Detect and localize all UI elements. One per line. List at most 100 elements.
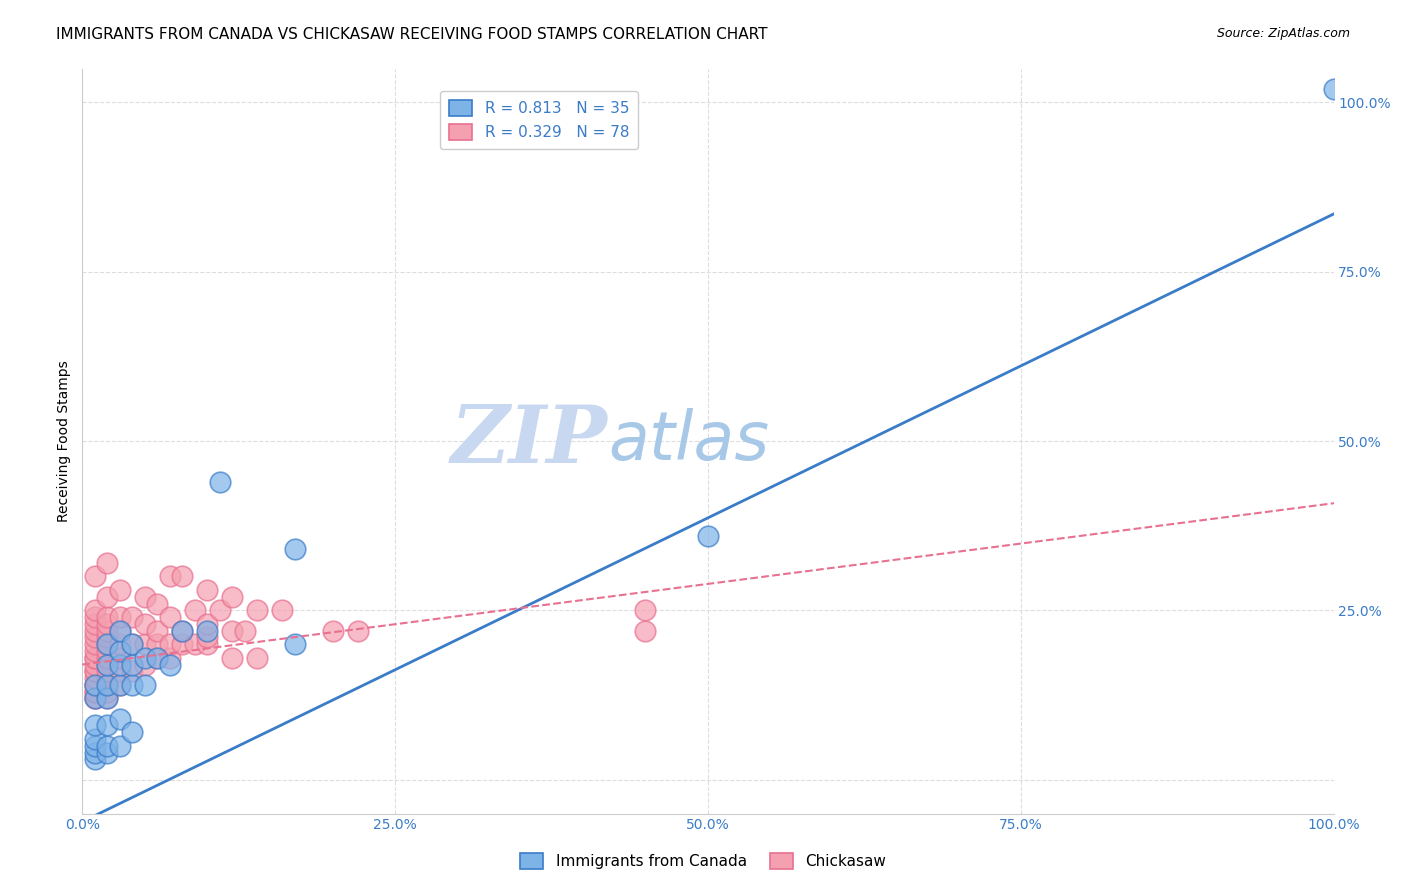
Point (108, 657, 131, 672)
Point (83, 650, 105, 665)
Point (96, 739, 118, 753)
Point (1322, 82, 1344, 96)
Point (208, 603, 231, 617)
Point (159, 569, 181, 583)
Point (83, 678, 105, 692)
Point (159, 637, 181, 651)
Point (108, 637, 131, 651)
Point (146, 597, 169, 611)
Point (134, 678, 156, 692)
Point (83, 684, 105, 698)
Point (96, 556, 118, 570)
Point (146, 650, 169, 665)
Point (108, 624, 131, 638)
Point (96, 671, 118, 685)
Point (108, 665, 131, 679)
Point (83, 752, 105, 766)
Point (96, 746, 118, 760)
Point (83, 637, 105, 651)
Point (96, 637, 118, 651)
Point (121, 610, 143, 624)
Point (83, 678, 105, 692)
Point (96, 691, 118, 706)
Point (96, 644, 118, 658)
Point (83, 665, 105, 679)
Point (83, 671, 105, 685)
Point (197, 582, 219, 597)
Point (134, 657, 156, 672)
Point (108, 678, 131, 692)
Point (83, 665, 105, 679)
Point (146, 624, 169, 638)
Point (96, 650, 118, 665)
Point (146, 637, 169, 651)
Point (159, 610, 181, 624)
Point (172, 624, 194, 638)
Point (221, 624, 243, 638)
Text: ZIP: ZIP (451, 402, 607, 480)
Point (96, 631, 118, 645)
Y-axis label: Receiving Food Stamps: Receiving Food Stamps (58, 360, 72, 522)
Point (83, 610, 105, 624)
Point (184, 603, 207, 617)
Text: atlas: atlas (607, 408, 769, 474)
Point (83, 657, 105, 672)
Point (121, 665, 143, 679)
Point (134, 650, 156, 665)
Point (83, 746, 105, 760)
Point (197, 616, 219, 631)
Point (634, 624, 657, 638)
Point (96, 665, 118, 679)
Point (172, 637, 194, 651)
Legend: R = 0.813   N = 35, R = 0.329   N = 78: R = 0.813 N = 35, R = 0.329 N = 78 (440, 91, 638, 149)
Text: IMMIGRANTS FROM CANADA VS CHICKASAW RECEIVING FOOD STAMPS CORRELATION CHART: IMMIGRANTS FROM CANADA VS CHICKASAW RECE… (56, 27, 768, 42)
Point (83, 624, 105, 638)
Point (121, 725, 143, 739)
Point (108, 650, 131, 665)
Point (83, 732, 105, 747)
Point (696, 529, 718, 543)
Point (221, 590, 243, 604)
Point (246, 650, 269, 665)
Point (172, 624, 194, 638)
Point (271, 603, 294, 617)
Point (96, 678, 118, 692)
Point (197, 637, 219, 651)
Point (146, 650, 169, 665)
Point (159, 657, 181, 672)
Point (96, 610, 118, 624)
Point (159, 650, 181, 665)
Point (208, 475, 231, 489)
Point (246, 603, 269, 617)
Point (284, 637, 307, 651)
Point (108, 624, 131, 638)
Point (83, 718, 105, 732)
Point (108, 610, 131, 624)
Point (96, 678, 118, 692)
Point (96, 590, 118, 604)
Point (221, 650, 243, 665)
Point (83, 739, 105, 753)
Point (83, 684, 105, 698)
Point (96, 616, 118, 631)
Point (134, 616, 156, 631)
Legend: Immigrants from Canada, Chickasaw: Immigrants from Canada, Chickasaw (515, 847, 891, 875)
Point (83, 678, 105, 692)
Point (96, 657, 118, 672)
Point (134, 637, 156, 651)
Point (134, 590, 156, 604)
Point (233, 624, 256, 638)
Text: Source: ZipAtlas.com: Source: ZipAtlas.com (1216, 27, 1350, 40)
Point (96, 624, 118, 638)
Point (108, 739, 131, 753)
Point (96, 657, 118, 672)
Point (83, 691, 105, 706)
Point (346, 624, 368, 638)
Point (96, 637, 118, 651)
Point (284, 542, 307, 557)
Point (121, 637, 143, 651)
Point (108, 644, 131, 658)
Point (197, 624, 219, 638)
Point (83, 691, 105, 706)
Point (83, 691, 105, 706)
